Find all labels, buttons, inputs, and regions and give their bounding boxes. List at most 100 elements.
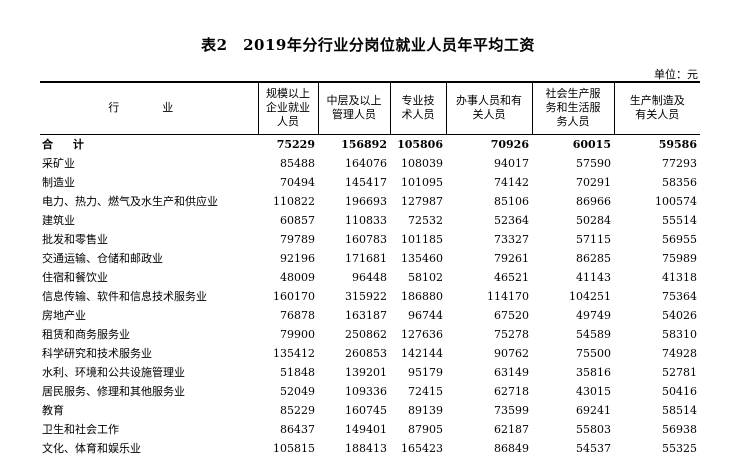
cell-value: 74928 bbox=[662, 346, 697, 360]
table-row: 交通运输、仓储和邮政业 92196 171681 135460 79261 86285 75… bbox=[40, 249, 700, 268]
cell-value: 75989 bbox=[662, 251, 697, 265]
cell-value: 101095 bbox=[401, 175, 443, 189]
cell-value: 46521 bbox=[494, 270, 529, 284]
header-line: 务和生活服 bbox=[545, 101, 601, 115]
cell-value: 58514 bbox=[662, 403, 697, 417]
cell-value: 55803 bbox=[576, 422, 611, 436]
cell-value: 315922 bbox=[345, 289, 387, 303]
cell-value: 139201 bbox=[345, 365, 387, 379]
header-line: 关人员 bbox=[472, 108, 506, 122]
cell-value: 62187 bbox=[494, 422, 529, 436]
cell-value: 58310 bbox=[662, 327, 697, 341]
cell-value: 127636 bbox=[401, 327, 443, 341]
table-row: 水利、环境和公共设施管理业 51848 139201 95179 63149 35816 5… bbox=[40, 363, 700, 382]
cell-value: 104251 bbox=[569, 289, 611, 303]
cell-value: 57590 bbox=[576, 156, 611, 170]
row-label: 批发和零售业 bbox=[42, 232, 108, 246]
cell-value: 73327 bbox=[494, 232, 529, 246]
cell-value: 48009 bbox=[280, 270, 315, 284]
header-line: 管理人员 bbox=[332, 108, 376, 122]
cell-value: 90762 bbox=[494, 346, 529, 360]
cell-value: 70494 bbox=[280, 175, 315, 189]
cell-value: 114170 bbox=[487, 289, 529, 303]
cell-value: 60015 bbox=[572, 137, 611, 151]
cell-value: 110822 bbox=[273, 194, 315, 208]
cell-value: 56955 bbox=[662, 232, 697, 246]
cell-value: 75500 bbox=[576, 346, 611, 360]
cell-value: 86849 bbox=[494, 441, 529, 455]
wage-table: 行 业 规模以上 企业就业 人员 中层及以上 管理人员 专业技 术人员 办事人员… bbox=[40, 81, 700, 458]
row-label: 教育 bbox=[42, 403, 64, 417]
cell-value: 260853 bbox=[345, 346, 387, 360]
cell-value: 96448 bbox=[352, 270, 387, 284]
cell-value: 76878 bbox=[280, 308, 315, 322]
table-title: 表2 2019年分行业分岗位就业人员年平均工资 bbox=[201, 36, 535, 54]
table-body: 合 计 75229 156892 105806 70926 60015 5958… bbox=[40, 134, 700, 458]
cell-value: 50416 bbox=[662, 384, 697, 398]
cell-value: 101185 bbox=[401, 232, 443, 246]
cell-value: 85488 bbox=[280, 156, 315, 170]
cell-value: 127987 bbox=[401, 194, 443, 208]
cell-value: 188413 bbox=[345, 441, 387, 455]
cell-value: 165423 bbox=[401, 441, 443, 455]
row-label: 住宿和餐饮业 bbox=[42, 270, 108, 284]
header-production-workers: 生产制造及 有关人员 bbox=[613, 81, 700, 135]
cell-value: 67520 bbox=[494, 308, 529, 322]
cell-value: 49749 bbox=[576, 308, 611, 322]
row-label: 文化、体育和娱乐业 bbox=[42, 441, 141, 455]
cell-value: 79789 bbox=[280, 232, 315, 246]
header-line: 务人员 bbox=[556, 115, 590, 129]
header-line: 人员 bbox=[277, 115, 299, 129]
row-label: 电力、热力、燃气及水生产和供应业 bbox=[42, 194, 218, 208]
header-service-workers: 社会生产服 务和生活服 务人员 bbox=[531, 81, 614, 135]
cell-value: 70291 bbox=[576, 175, 611, 189]
table-row: 住宿和餐饮业 48009 96448 58102 46521 41143 41318 bbox=[40, 268, 700, 287]
row-label: 租赁和商务服务业 bbox=[42, 327, 130, 341]
cell-value: 92196 bbox=[280, 251, 315, 265]
cell-value: 135412 bbox=[273, 346, 315, 360]
cell-value: 160170 bbox=[273, 289, 315, 303]
cell-value: 87905 bbox=[408, 422, 443, 436]
cell-value: 79261 bbox=[494, 251, 529, 265]
cell-value: 72532 bbox=[408, 213, 443, 227]
cell-value: 250862 bbox=[345, 327, 387, 341]
header-line: 企业就业 bbox=[266, 101, 310, 115]
header-line: 生产制造及 bbox=[629, 94, 685, 108]
cell-value: 85229 bbox=[280, 403, 315, 417]
cell-value: 54026 bbox=[662, 308, 697, 322]
cell-value: 57115 bbox=[576, 232, 611, 246]
cell-value: 56938 bbox=[662, 422, 697, 436]
cell-value: 50284 bbox=[576, 213, 611, 227]
cell-value: 75364 bbox=[662, 289, 697, 303]
cell-value: 196693 bbox=[345, 194, 387, 208]
header-line: 社会生产服 bbox=[545, 87, 601, 101]
cell-value: 35816 bbox=[576, 365, 611, 379]
cell-value: 54589 bbox=[576, 327, 611, 341]
header-line: 规模以上 bbox=[266, 87, 310, 101]
unit-label: 单位：元 bbox=[654, 68, 698, 81]
row-label: 科学研究和技术服务业 bbox=[42, 346, 152, 360]
table-row: 教育 85229 160745 89139 73599 69241 58514 bbox=[40, 401, 700, 420]
cell-value: 156892 bbox=[341, 137, 387, 151]
cell-value: 69241 bbox=[576, 403, 611, 417]
cell-value: 58356 bbox=[662, 175, 697, 189]
cell-value: 163187 bbox=[345, 308, 387, 322]
cell-value: 75229 bbox=[276, 137, 315, 151]
cell-value: 52781 bbox=[662, 365, 697, 379]
cell-value: 55325 bbox=[662, 441, 697, 455]
table-row: 居民服务、修理和其他服务业 52049 109336 72415 62718 43015 5… bbox=[40, 382, 700, 401]
cell-value: 186880 bbox=[401, 289, 443, 303]
cell-value: 105806 bbox=[397, 137, 443, 151]
cell-value: 135460 bbox=[401, 251, 443, 265]
table-row: 电力、热力、燃气及水生产和供应业 110822 196693 127987 85106 8… bbox=[40, 192, 700, 211]
cell-value: 74142 bbox=[494, 175, 529, 189]
cell-value: 63149 bbox=[494, 365, 529, 379]
cell-value: 52049 bbox=[280, 384, 315, 398]
table-row: 建筑业 60857 110833 72532 52364 50284 55514 bbox=[40, 211, 700, 230]
table-row: 采矿业 85488 164076 108039 94017 57590 77293 bbox=[40, 154, 700, 173]
cell-value: 149401 bbox=[345, 422, 387, 436]
cell-value: 62718 bbox=[494, 384, 529, 398]
cell-value: 164076 bbox=[345, 156, 387, 170]
cell-value: 52364 bbox=[494, 213, 529, 227]
header-professionals: 专业技 术人员 bbox=[389, 81, 446, 135]
